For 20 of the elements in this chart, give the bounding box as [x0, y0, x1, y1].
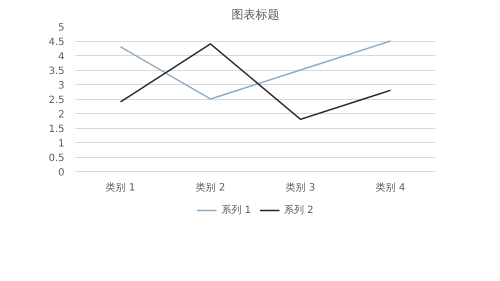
x-tick-label: 类别 3 — [286, 182, 316, 194]
x-tick-label: 类别 1 — [106, 182, 136, 194]
y-tick-label: 5 — [58, 22, 65, 34]
y-tick-label: 2 — [58, 110, 65, 120]
x-tick-label: 类别 4 — [376, 182, 406, 194]
y-tick-label: 0.5 — [48, 153, 65, 164]
y-tick-label: 3 — [58, 80, 65, 92]
y-tick-label: 4.5 — [48, 37, 65, 48]
y-tick-label: 3.5 — [48, 66, 65, 77]
legend-label: 系列 2 — [284, 204, 314, 217]
y-tick-label: 0 — [58, 168, 65, 178]
y-tick-label: 4 — [58, 52, 65, 62]
y-tick-label: 2.5 — [48, 95, 65, 106]
legend-label: 系列 1 — [221, 204, 251, 217]
y-tick-label: 1.5 — [48, 124, 65, 135]
y-tick-label: 1 — [58, 138, 65, 150]
line-series — [120, 43, 392, 120]
x-tick-label: 类别 2 — [196, 182, 226, 194]
line-series — [120, 40, 392, 100]
chart-title: 图表标题 — [232, 8, 280, 22]
